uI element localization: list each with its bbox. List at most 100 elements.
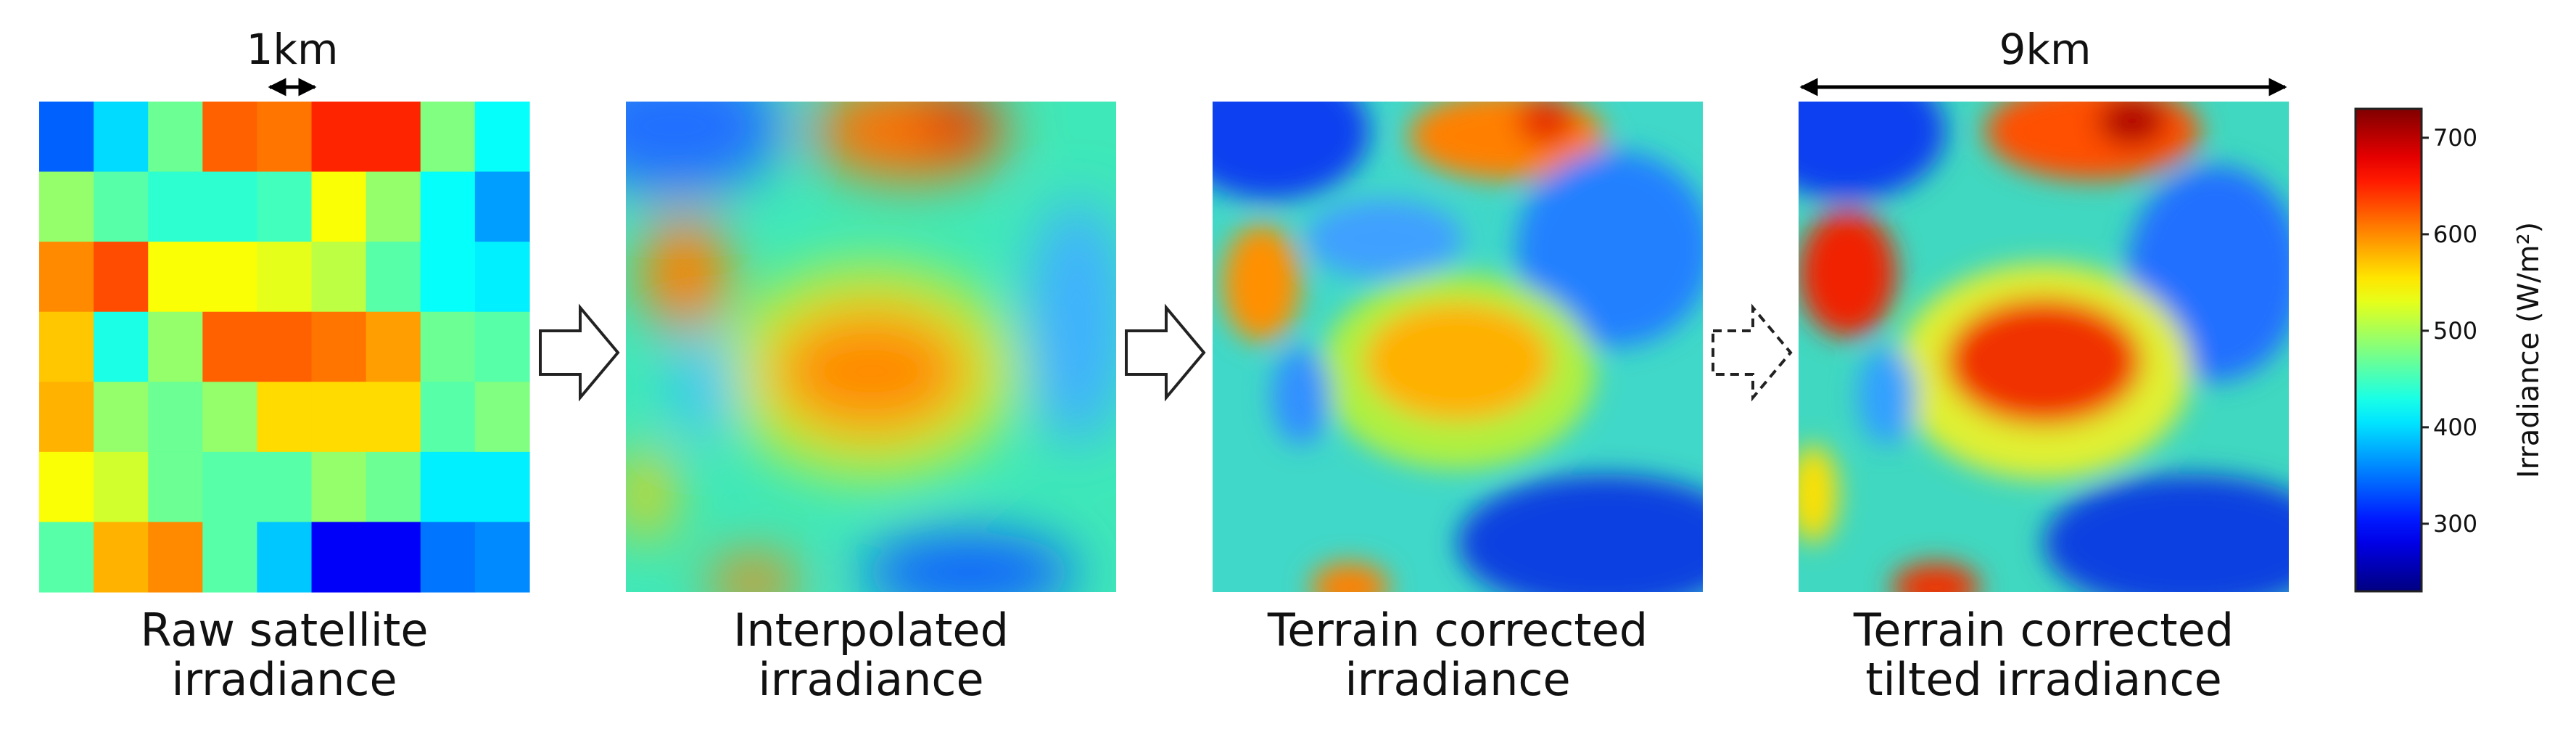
step-arrow bbox=[539, 303, 620, 402]
grid-cell bbox=[474, 382, 530, 453]
field-blob bbox=[2097, 102, 2166, 146]
colorbar bbox=[2354, 107, 2423, 593]
grid-cell bbox=[94, 522, 149, 593]
grid-cell bbox=[148, 522, 203, 593]
grid-cell bbox=[94, 171, 149, 242]
grid-cell bbox=[39, 102, 94, 173]
step-arrow bbox=[1712, 303, 1793, 402]
field-blob bbox=[861, 533, 1077, 592]
panel-caption: irradiance bbox=[758, 653, 983, 706]
field-blob bbox=[1364, 303, 1551, 421]
field-blob bbox=[1458, 474, 1703, 592]
grid-cell bbox=[257, 382, 313, 453]
grid-cell bbox=[39, 242, 94, 313]
grid-cell bbox=[202, 451, 258, 523]
panel-caption: Interpolated bbox=[733, 604, 1009, 657]
field-blob bbox=[1799, 445, 1838, 543]
cbar-label: Irradiance (W/m²) bbox=[2512, 222, 2546, 478]
grid-cell bbox=[94, 451, 149, 523]
grid-cell bbox=[94, 382, 149, 453]
grid-cell bbox=[420, 311, 476, 382]
grid-cell bbox=[148, 242, 203, 313]
field-blob bbox=[1213, 102, 1370, 200]
grid-cell bbox=[311, 171, 367, 242]
grid-cell bbox=[39, 451, 94, 523]
field-blob bbox=[1857, 347, 1917, 445]
field-blob bbox=[674, 337, 734, 435]
grid-cell bbox=[257, 102, 313, 173]
grid-cell bbox=[420, 102, 476, 173]
panel-caption: irradiance bbox=[171, 653, 397, 706]
grid-cell bbox=[474, 311, 530, 382]
field-blob bbox=[1222, 224, 1301, 342]
field-blob bbox=[925, 102, 994, 151]
field-panel bbox=[1799, 102, 2289, 592]
grid-cell bbox=[257, 451, 313, 523]
grid-cell bbox=[202, 102, 258, 173]
grid-cell bbox=[420, 451, 476, 523]
grid-cell bbox=[94, 311, 149, 382]
grid-cell bbox=[202, 522, 258, 593]
grid-cell bbox=[148, 171, 203, 242]
grid-cell bbox=[311, 382, 367, 453]
cbar-tick-label: 500 bbox=[2433, 317, 2477, 345]
grid-cell bbox=[311, 311, 367, 382]
scale-label: 9km bbox=[1999, 25, 2092, 74]
panel-caption: Raw satellite bbox=[140, 604, 428, 657]
grid-cell bbox=[257, 311, 313, 382]
grid-cell bbox=[420, 382, 476, 453]
grid-cell bbox=[148, 102, 203, 173]
panel-caption: irradiance bbox=[1345, 653, 1570, 706]
field-blob bbox=[1799, 209, 1897, 337]
grid-cell bbox=[39, 382, 94, 453]
grid-cell bbox=[94, 242, 149, 313]
field-blob bbox=[2044, 474, 2289, 592]
grid-cell bbox=[366, 522, 421, 593]
field-blob bbox=[1271, 347, 1331, 445]
grid-cell bbox=[420, 171, 476, 242]
field-blobs bbox=[1799, 102, 2289, 592]
field-blob bbox=[1028, 200, 1116, 445]
field-panel bbox=[626, 102, 1116, 592]
grid-cell bbox=[474, 242, 530, 313]
field-blob bbox=[1516, 150, 1703, 347]
scale-label: 1km bbox=[247, 25, 339, 74]
grid-cell bbox=[311, 451, 367, 523]
grid-cell bbox=[39, 522, 94, 593]
field-blob bbox=[626, 445, 670, 543]
grid-cell bbox=[474, 522, 530, 593]
cbar-tick-label: 600 bbox=[2433, 221, 2477, 248]
grid-cell bbox=[420, 522, 476, 593]
grid-cell bbox=[474, 102, 530, 173]
grid-cell bbox=[202, 171, 258, 242]
grid-cell bbox=[202, 311, 258, 382]
field-blob bbox=[1984, 102, 2201, 181]
grid-cell bbox=[39, 311, 94, 382]
field-blob bbox=[1945, 297, 2142, 426]
grid-cell bbox=[202, 382, 258, 453]
grid-cell bbox=[257, 522, 313, 593]
field-blob bbox=[1516, 102, 1576, 146]
grid-cell bbox=[366, 102, 421, 173]
grid-cell bbox=[474, 171, 530, 242]
grid-cell bbox=[311, 242, 367, 313]
grid-cell bbox=[39, 171, 94, 242]
field-panel bbox=[1213, 102, 1703, 592]
field-blobs bbox=[626, 102, 1116, 592]
field-blob bbox=[709, 557, 798, 592]
grid-cell bbox=[257, 171, 313, 242]
cbar-tick-label: 400 bbox=[2433, 414, 2477, 441]
grid-cell bbox=[148, 451, 203, 523]
grid-cell bbox=[366, 311, 421, 382]
grid-cell bbox=[311, 102, 367, 173]
field-blob bbox=[640, 214, 729, 332]
grid-cell bbox=[474, 451, 530, 523]
field-blob bbox=[1305, 200, 1463, 279]
step-arrow bbox=[1125, 303, 1206, 402]
panel-caption: Terrain corrected bbox=[1267, 604, 1648, 657]
field-blob bbox=[626, 102, 783, 195]
field-blob bbox=[1891, 562, 1981, 592]
grid-cell bbox=[311, 522, 367, 593]
